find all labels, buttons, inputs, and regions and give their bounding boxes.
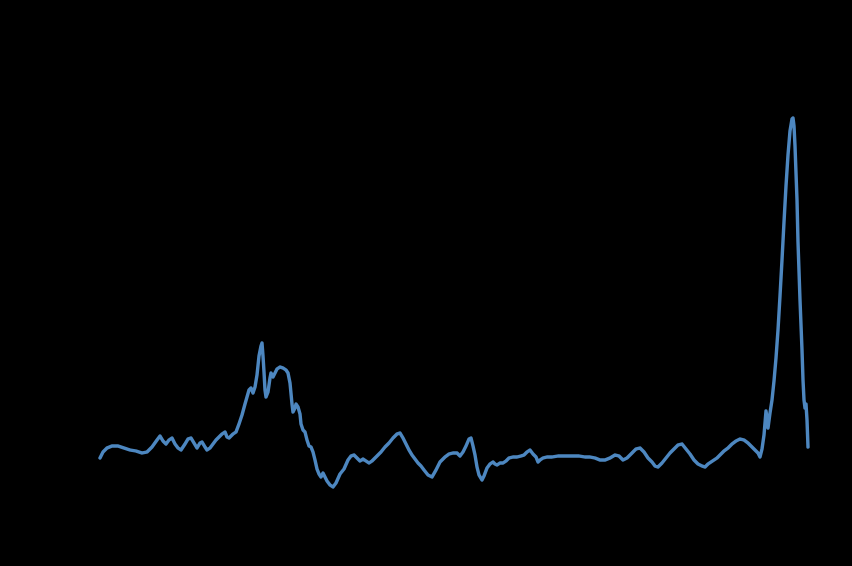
line-series [98, 116, 810, 489]
